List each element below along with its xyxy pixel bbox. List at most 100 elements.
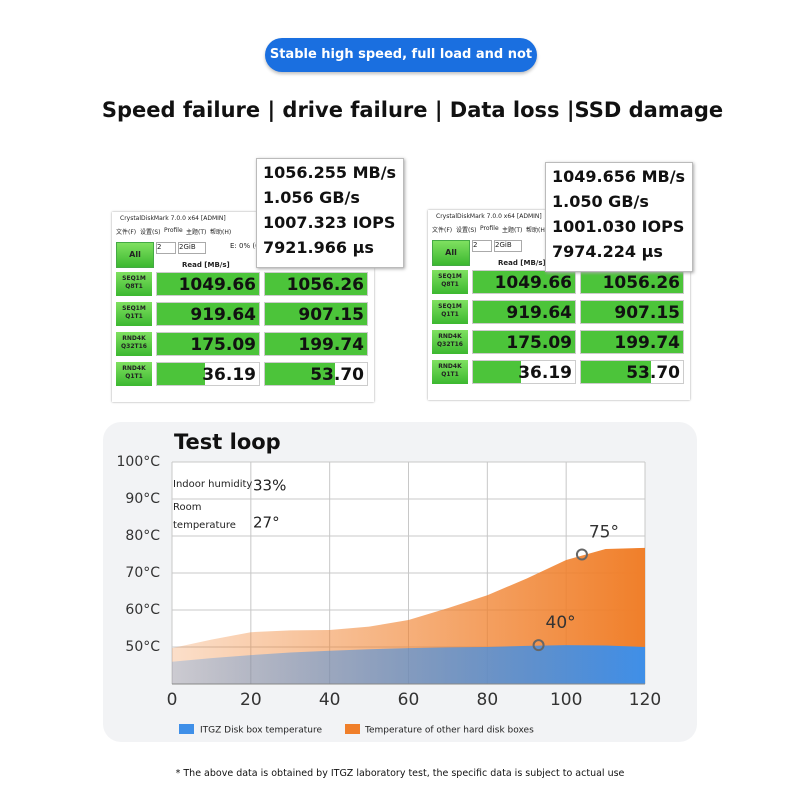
tooltip: 1056.255 MB/s 1.056 GB/s 1007.323 IOPS 7921… [256,158,404,268]
y-tick-label: 90°C [125,491,160,507]
y-tick-label: 70°C [125,565,160,581]
write-cell: 1056.26 [264,272,368,296]
size-select: 2GiB [178,242,206,254]
menu-item: 设置(S) [456,227,477,234]
x-tick-label: 0 [167,690,178,710]
tooltip-line: 1.056 GB/s [263,188,360,207]
write-cell: 53.70 [580,360,684,384]
x-tick-label: 80 [477,690,499,710]
headline: Speed failure | drive failure | Data los… [101,98,724,122]
read-cell: 175.09 [472,330,576,354]
tooltip-line: 1007.323 IOPS [263,213,396,232]
read-cell: 175.09 [156,332,260,356]
test-name: SEQ1M [122,305,146,312]
test-queue: Q1T1 [441,371,459,378]
write-cell: 199.74 [580,330,684,354]
y-tick-label: 50°C [125,639,160,655]
y-tick-label: 80°C [125,528,160,544]
read-cell: 919.64 [472,300,576,324]
tooltip-line: 1.050 GB/s [552,192,649,211]
read-header: Read [MB/s] [498,259,546,267]
badge: Stable high speed, full load and not hot [265,38,537,96]
drive-select: E: 0% (0 [230,242,260,250]
test-label: RND4K Q32T16 [432,330,468,354]
read-cell: 36.19 [472,360,576,384]
humidity-value: 33% [253,477,286,495]
all-button: All [432,240,470,266]
tooltip-line: 7921.966 µs [263,238,374,257]
test-queue: Q1T1 [125,373,143,380]
test-label: RND4K Q1T1 [116,362,152,386]
menu-item: 设置(S) [140,229,161,236]
legend-label: ITGZ Disk box temperature [200,726,323,736]
test-name: RND4K [122,335,146,342]
test-label: RND4K Q32T16 [116,332,152,356]
badge-text: Stable high speed, full load and not hot [269,47,533,96]
y-tick-label: 100°C [117,454,161,470]
legend-swatch [345,724,360,734]
menu-item: 帮助(H) [210,229,232,236]
test-label: SEQ1M Q8T1 [432,270,468,294]
read-cell: 1049.66 [472,270,576,294]
test-label: SEQ1M Q1T1 [432,300,468,324]
x-tick-label: 100 [550,690,582,710]
menu-item: Profile [480,225,499,232]
test-name: RND4K [438,363,462,370]
annotation: 75° [589,523,619,543]
room-value: 27° [253,514,280,532]
x-tick-label: 60 [398,690,420,710]
read-cell: 919.64 [156,302,260,326]
write-cell: 199.74 [264,332,368,356]
test-queue: Q1T1 [125,313,143,320]
test-queue: Q8T1 [125,283,143,290]
x-tick-label: 20 [240,690,262,710]
write-cell: 907.15 [580,300,684,324]
test-name: RND4K [438,333,462,340]
window-title: CrystalDiskMark 7.0.0 x64 [ADMIN] [120,215,226,222]
read-cell: 1049.66 [156,272,260,296]
menu-item: 文件(F) [432,227,453,234]
x-tick-label: 40 [319,690,341,710]
count-select: 2 [472,240,492,252]
all-button: All [116,242,154,268]
tooltip-line: 1056.255 MB/s [263,163,397,182]
test-label: RND4K Q1T1 [432,360,468,384]
footnote: * The above data is obtained by ITGZ lab… [175,768,625,779]
humidity-label: Indoor humidity [173,479,252,490]
test-label: SEQ1M Q1T1 [116,302,152,326]
window-title: CrystalDiskMark 7.0.0 x64 [ADMIN] [436,213,542,220]
write-cell: 1056.26 [580,270,684,294]
area [172,645,645,684]
menu-item: 帮助(H) [526,227,548,234]
marker [532,639,545,652]
tooltip-line: 1001.030 IOPS [552,217,685,236]
y-tick-label: 60°C [125,602,160,618]
legend-swatch [179,724,194,734]
read-cell: 36.19 [156,362,260,386]
annotation: 40° [546,613,576,633]
count-select: 2 [156,242,176,254]
read-header: Read [MB/s] [182,261,230,269]
menu-item: 文件(F) [116,229,137,236]
test-queue: Q32T16 [121,343,147,350]
test-name: SEQ1M [438,273,462,280]
tooltip-line: 1049.656 MB/s [552,167,686,186]
chart-title: Test loop [174,430,281,454]
menu-item: 主题(T) [186,229,207,236]
menu-item: Profile [164,227,183,234]
test-queue: Q1T1 [441,311,459,318]
menu-item: 主题(T) [502,227,523,234]
test-queue: Q8T1 [441,281,459,288]
write-cell: 53.70 [264,362,368,386]
test-name: SEQ1M [122,275,146,282]
tooltip: 1049.656 MB/s 1.050 GB/s 1001.030 IOPS 7974… [545,162,693,272]
marker [575,548,588,561]
room-label: Room [173,502,201,513]
benchmark-window: CrystalDiskMark 7.0.0 x64 [ADMIN] 文件(F) 设置… [112,212,374,402]
x-tick-label: 120 [629,690,661,710]
size-select: 2GiB [494,240,522,252]
test-label: SEQ1M Q8T1 [116,272,152,296]
test-queue: Q32T16 [437,341,463,348]
legend-label: Temperature of other hard disk boxes [364,726,534,736]
